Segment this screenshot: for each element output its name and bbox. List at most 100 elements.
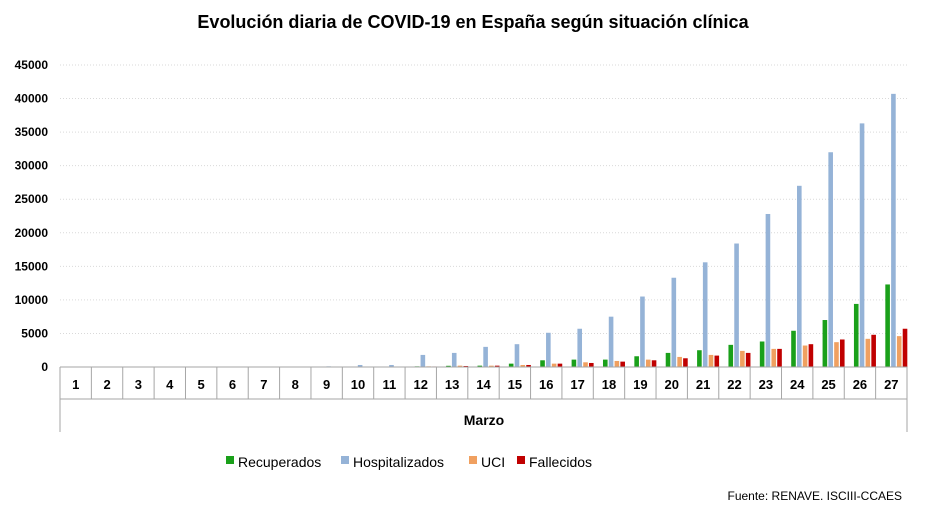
bar-hospitalizados-15 <box>514 344 520 367</box>
x-tick-label: 8 <box>292 377 299 392</box>
bar-hospitalizados-26 <box>859 123 865 368</box>
bar-recuperados-24 <box>791 330 796 367</box>
x-tick-label: 6 <box>229 377 236 392</box>
bar-hospitalizados-13 <box>451 352 457 367</box>
y-tick-label: 0 <box>41 360 48 374</box>
bar-uci-20 <box>677 356 682 367</box>
bar-recuperados-21 <box>697 350 702 367</box>
bar-uci-15 <box>520 364 526 367</box>
x-tick-label: 17 <box>570 377 584 392</box>
bar-hospitalizados-19 <box>640 296 645 367</box>
bar-hospitalizados-17 <box>577 328 583 367</box>
bar-fallecidos-27 <box>902 328 908 367</box>
y-tick-label: 15000 <box>15 259 49 273</box>
x-tick-label: 4 <box>166 377 174 392</box>
y-tick-label: 25000 <box>15 192 49 206</box>
legend-label-recuperados: Recuperados <box>238 454 321 470</box>
x-tick-label: 26 <box>853 377 867 392</box>
bar-hospitalizados-12 <box>420 354 426 367</box>
bar-hospitalizados-14 <box>483 346 488 367</box>
bar-uci-14 <box>489 365 494 367</box>
bar-uci-13 <box>457 365 463 367</box>
legend-swatch-fallecidos <box>517 456 525 464</box>
x-tick-label: 19 <box>633 377 647 392</box>
bar-recuperados-16 <box>540 360 545 367</box>
x-tick-label: 2 <box>103 377 110 392</box>
chart-title: Evolución diaria de COVID-19 en España s… <box>197 12 749 32</box>
x-tick-label: 5 <box>198 377 205 392</box>
bar-uci-25 <box>834 342 839 367</box>
grid-lines <box>60 64 907 334</box>
bar-hospitalizados-20 <box>671 277 677 367</box>
x-tick-label: 9 <box>323 377 330 392</box>
bar-uci-19 <box>645 359 651 367</box>
x-tick-label: 23 <box>759 377 773 392</box>
legend-swatch-recuperados <box>226 456 234 464</box>
bar-fallecidos-16 <box>557 363 563 367</box>
bar-uci-24 <box>802 345 808 367</box>
bar-hospitalizados-10 <box>357 364 363 367</box>
bar-fallecidos-23 <box>777 348 782 367</box>
legend-swatch-hospitalizados <box>341 456 349 464</box>
x-tick-label: 20 <box>664 377 678 392</box>
y-tick-label: 35000 <box>15 125 49 139</box>
bar-recuperados-22 <box>728 344 734 367</box>
bar-hospitalizados-18 <box>608 316 614 367</box>
bar-uci-22 <box>740 350 745 367</box>
x-tick-label: 11 <box>383 377 397 392</box>
bar-fallecidos-25 <box>839 339 845 367</box>
bar-recuperados-19 <box>634 356 639 367</box>
bar-fallecidos-19 <box>651 360 657 367</box>
bars <box>326 93 908 368</box>
bar-recuperados-15 <box>508 363 514 367</box>
x-tick-label: 10 <box>351 377 365 392</box>
legend-label-uci: UCI <box>481 454 505 470</box>
y-tick-label: 20000 <box>15 226 49 240</box>
bar-fallecidos-22 <box>745 352 751 367</box>
x-tick-label: 14 <box>476 377 491 392</box>
bar-recuperados-13 <box>446 365 451 367</box>
legend-label-fallecidos: Fallecidos <box>529 454 592 470</box>
bar-recuperados-17 <box>571 359 577 367</box>
legend: Recuperados Hospitalizados UCI Fallecidos <box>226 454 592 470</box>
bar-fallecidos-13 <box>463 365 469 367</box>
bar-uci-26 <box>865 338 871 367</box>
legend-swatch-uci <box>469 456 477 464</box>
x-tick-label: 3 <box>135 377 142 392</box>
bar-uci-18 <box>614 360 620 367</box>
bar-recuperados-27 <box>885 284 890 367</box>
x-tick-label: 16 <box>539 377 553 392</box>
bar-fallecidos-24 <box>808 344 814 367</box>
bar-hospitalizados-21 <box>702 262 708 367</box>
x-tick-label: 25 <box>821 377 835 392</box>
bar-fallecidos-15 <box>526 364 531 367</box>
x-axis-label: Marzo <box>464 412 504 428</box>
bar-uci-23 <box>771 348 777 367</box>
x-tick-label: 13 <box>445 377 459 392</box>
source-note: Fuente: RENAVE. ISCIII-CCAES <box>728 489 903 503</box>
bar-fallecidos-14 <box>494 365 500 367</box>
y-tick-label: 40000 <box>15 92 49 106</box>
legend-label-hospitalizados: Hospitalizados <box>353 454 444 470</box>
x-tick-label: 7 <box>260 377 267 392</box>
x-tick-label: 27 <box>884 377 898 392</box>
bar-recuperados-26 <box>853 303 859 367</box>
y-axis-ticks: 0 5000 10000 15000 20000 25000 30000 35000 40000… <box>15 58 49 374</box>
bar-uci-27 <box>896 336 902 367</box>
bar-hospitalizados-23 <box>765 213 771 367</box>
bar-recuperados-23 <box>759 341 765 367</box>
bar-fallecidos-18 <box>620 361 625 367</box>
bar-hospitalizados-11 <box>389 364 394 367</box>
x-tick-label: 18 <box>602 377 616 392</box>
x-tick-label: 1 <box>72 377 79 392</box>
bar-fallecidos-26 <box>871 334 876 367</box>
bar-fallecidos-17 <box>589 362 594 367</box>
y-tick-label: 5000 <box>21 326 48 340</box>
bar-hospitalizados-27 <box>891 93 896 367</box>
bar-hospitalizados-22 <box>734 243 739 367</box>
y-tick-label: 30000 <box>15 159 49 173</box>
bar-uci-21 <box>708 354 714 367</box>
x-tick-label: 22 <box>727 377 741 392</box>
bar-fallecidos-21 <box>714 355 720 367</box>
